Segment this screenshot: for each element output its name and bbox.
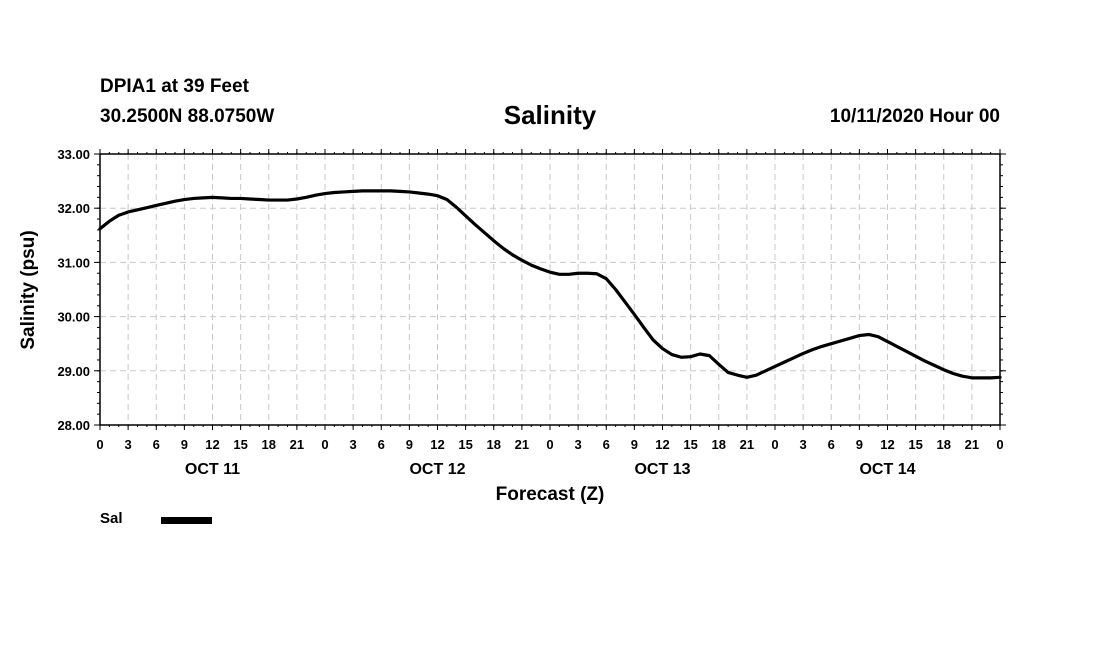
x-axis: 0 3 6 9 12 15 18 21 0 3 6 9 12 15 18 21 0 3 6 9 12 15 18 21 0 3 6 9… <box>96 149 1004 478</box>
x-tick-label: 6 <box>603 437 610 452</box>
station-label: DPIA1 at 39 Feet <box>100 76 249 97</box>
x-tick-label: 6 <box>378 437 385 452</box>
y-tick-label: 33.00 <box>57 147 90 162</box>
series-layer <box>98 189 1002 380</box>
x-tick-label: 6 <box>153 437 160 452</box>
x-tick-label: 15 <box>233 437 247 452</box>
x-tick-label: 0 <box>771 437 778 452</box>
x-tick-label: 18 <box>937 437 951 452</box>
x-tick-label: 15 <box>458 437 472 452</box>
x-tick-label: 3 <box>350 437 357 452</box>
x-tick-label: 12 <box>880 437 894 452</box>
y-tick-label: 32.00 <box>57 201 90 216</box>
x-tick-label: 12 <box>655 437 669 452</box>
x-tick-label: 15 <box>908 437 922 452</box>
x-tick-label: 3 <box>575 437 582 452</box>
issue-time-label: 10/11/2020 Hour 00 <box>829 106 1000 127</box>
x-tick-label: 3 <box>800 437 807 452</box>
x-tick-label: 0 <box>996 437 1003 452</box>
x-tick-label: 0 <box>96 437 103 452</box>
legend-label: Sal <box>100 510 123 527</box>
x-tick-label: 21 <box>290 437 304 452</box>
y-tick-label: 29.00 <box>57 364 90 379</box>
x-day-label: OCT 11 <box>185 461 240 478</box>
x-tick-label: 18 <box>487 437 501 452</box>
x-tick-label: 0 <box>321 437 328 452</box>
plot-frame <box>99 153 1001 426</box>
x-tick-label: 15 <box>683 437 697 452</box>
x-tick-label: 0 <box>546 437 553 452</box>
coordinates-label: 30.2500N 88.0750W <box>100 106 275 127</box>
x-tick-label: 9 <box>181 437 188 452</box>
y-axis: 28.00 29.00 30.00 31.00 32.00 33.00 <box>57 147 1006 433</box>
x-day-label: OCT 12 <box>409 461 465 478</box>
x-tick-label: 12 <box>430 437 444 452</box>
y-axis-label: Salinity (psu) <box>18 230 39 349</box>
x-tick-label: 3 <box>125 437 132 452</box>
x-axis-label: Forecast (Z) <box>496 484 605 505</box>
x-tick-label: 18 <box>262 437 276 452</box>
x-tick-label: 21 <box>515 437 529 452</box>
y-tick-label: 28.00 <box>57 418 90 433</box>
x-tick-label: 6 <box>828 437 835 452</box>
chart-title: Salinity <box>503 100 597 130</box>
y-tick-label: 30.00 <box>57 310 90 325</box>
x-tick-label: 12 <box>205 437 219 452</box>
x-tick-label: 9 <box>631 437 638 452</box>
x-tick-label: 21 <box>965 437 979 452</box>
legend-line-swatch <box>161 517 212 524</box>
y-tick-label: 31.00 <box>57 255 90 270</box>
x-day-label: OCT 13 <box>634 461 690 478</box>
x-tick-label: 18 <box>712 437 726 452</box>
x-tick-label: 9 <box>406 437 413 452</box>
x-tick-label: 21 <box>740 437 754 452</box>
grid-lines <box>100 154 1000 425</box>
x-tick-label: 9 <box>856 437 863 452</box>
series-line-sal <box>98 189 1002 380</box>
x-day-label: OCT 14 <box>859 461 915 478</box>
